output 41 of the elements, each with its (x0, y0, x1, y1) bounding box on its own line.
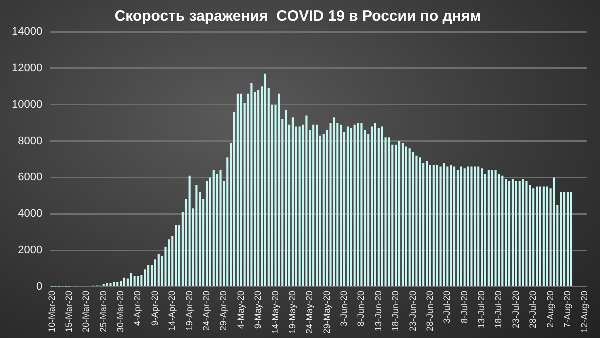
x-tick-label: 28-Jul-20 (528, 290, 538, 329)
x-tick-label: 19-May-20 (287, 290, 298, 334)
y-tick-label: 0 (36, 281, 43, 294)
x-tick-label: 4-May-20 (236, 290, 246, 329)
x-tick-label: 29-May-20 (322, 290, 332, 334)
x-tick-label: 14-Apr-20 (167, 290, 178, 332)
y-tick-label: 4000 (18, 208, 43, 220)
chart-title: Скорость заражения COVID 19 в России по дням (114, 8, 482, 26)
x-tick-label: 19-Apr-20 (184, 290, 194, 332)
x-tick-label: 2-Aug-20 (545, 290, 556, 328)
y-tick-label: 8000 (18, 135, 43, 148)
x-tick-label: 15-Mar-20 (64, 290, 74, 332)
x-tick-label: 12-Aug-20 (580, 290, 590, 334)
x-tick-label: 13-Jun-20 (373, 290, 384, 332)
x-tick-label: 20-Mar-20 (81, 290, 92, 332)
x-tick-label: 29-Apr-20 (218, 290, 229, 332)
y-tick-label: 10000 (12, 98, 43, 111)
x-tick-label: 23-Jul-20 (510, 290, 521, 329)
x-tick-label: 4-Apr-20 (132, 290, 143, 326)
x-tick-label: 9-May-20 (253, 290, 264, 329)
x-tick-label: 30-Mar-20 (116, 290, 126, 332)
x-tick-label: 8-Jun-20 (356, 290, 366, 327)
x-tick-label: 3-Jul-20 (442, 290, 452, 324)
y-tick-label: 14000 (12, 26, 43, 38)
x-tick-label: 9-Apr-20 (150, 290, 160, 326)
x-tick-label: 18-Jun-20 (390, 290, 401, 332)
x-tick-label: 13-Jul-20 (476, 290, 487, 329)
x-tick-label: 25-Mar-20 (98, 290, 108, 332)
x-tick-label: 24-Apr-20 (201, 290, 212, 332)
x-tick-label: 28-Jun-20 (424, 290, 435, 332)
x-tick-label: 3-Jun-20 (339, 290, 350, 327)
x-tick-label: 23-Jun-20 (408, 290, 418, 332)
y-tick-label: 6000 (18, 172, 43, 184)
x-tick-label: 7-Aug-20 (562, 290, 572, 328)
y-tick-label: 2000 (18, 244, 43, 257)
y-tick-label: 12000 (12, 62, 43, 74)
x-tick-label: 14-May-20 (270, 290, 280, 334)
x-tick-label: 8-Jul-20 (459, 290, 470, 324)
x-tick-label: 24-May-20 (304, 290, 315, 334)
x-tick-label: 10-Mar-20 (46, 290, 57, 332)
x-tick-label: 18-Jul-20 (494, 290, 504, 329)
